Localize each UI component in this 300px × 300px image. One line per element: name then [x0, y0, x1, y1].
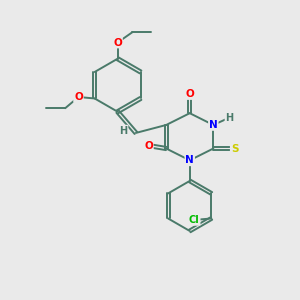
Text: N: N — [209, 120, 218, 130]
Text: H: H — [225, 112, 234, 123]
Text: O: O — [144, 141, 153, 151]
Text: H: H — [119, 126, 128, 136]
Text: N: N — [185, 155, 194, 165]
Text: O: O — [74, 92, 83, 102]
Text: O: O — [113, 38, 122, 47]
Text: Cl: Cl — [189, 215, 200, 225]
Text: S: S — [231, 143, 238, 154]
Text: O: O — [185, 89, 194, 99]
